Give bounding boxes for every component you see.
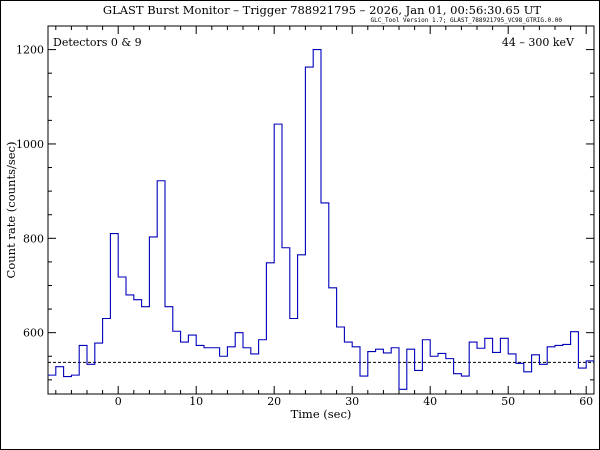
y-tick-label: 600: [23, 327, 44, 340]
x-tick-label: 40: [423, 395, 437, 408]
y-axis-label: Count rate (counts/sec): [4, 142, 18, 279]
axis-tick-labels: 0 10 20 30 40 50 60 600 800 1000 1200: [16, 44, 593, 408]
energy-range-annotation: 44 – 300 keV: [502, 36, 575, 49]
x-tick-label: 0: [115, 395, 122, 408]
x-tick-label: 30: [345, 395, 359, 408]
x-tick-label: 50: [501, 395, 515, 408]
y-tick-label: 1000: [16, 138, 44, 151]
y-tick-label: 800: [23, 232, 44, 245]
x-axis-label: Time (sec): [291, 407, 352, 421]
x-tick-label: 60: [579, 395, 593, 408]
detectors-annotation: Detectors 0 & 9: [53, 36, 142, 49]
x-tick-label: 20: [267, 395, 281, 408]
count-rate-series-line: [48, 49, 594, 390]
chart-title: GLAST Burst Monitor – Trigger 788921795 …: [103, 3, 542, 17]
chart-subtitle: GLC_Tool Version 1.7; GLAST_788921795_VC…: [371, 17, 563, 24]
y-tick-label: 1200: [16, 44, 44, 57]
axis-ticks: [48, 25, 594, 394]
x-tick-label: 10: [189, 395, 203, 408]
